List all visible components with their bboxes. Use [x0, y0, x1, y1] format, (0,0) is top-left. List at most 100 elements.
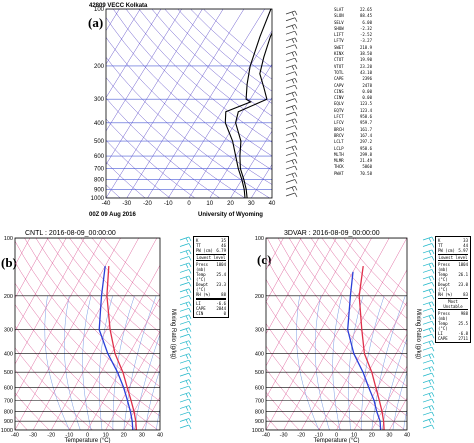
index-key: CAPV: [334, 82, 344, 88]
c-wind-barb: [422, 236, 435, 243]
c-wind-barb: [422, 307, 435, 313]
box-row: LI -6.8: [438, 331, 468, 336]
c-wind-barb: [422, 405, 435, 411]
index-key: CINV: [334, 95, 344, 101]
a-x-tick: 30: [248, 201, 255, 207]
index-value: 959.7: [359, 120, 372, 126]
box-key: CAPE: [438, 336, 448, 341]
b-wind-barb: [179, 236, 192, 243]
a-dry-adiabat: [164, 9, 272, 104]
b-y-tick: 100: [4, 236, 13, 242]
b-profile-0: [106, 266, 138, 430]
a-y-tick: 500: [94, 139, 105, 145]
index-key: PWAT: [334, 170, 344, 176]
c-moist-adiabat: [332, 295, 343, 430]
box-value: -6.8: [458, 331, 468, 336]
index-row: CTOT 19.90: [334, 57, 372, 63]
a-dry-adiabat: [106, 118, 196, 198]
panel-c-label: (c): [257, 252, 272, 267]
index-value: 123.5: [359, 101, 372, 107]
a-y-tick: 800: [94, 178, 105, 184]
a-y-tick: 1000: [91, 196, 105, 202]
a-y-tick: 200: [94, 64, 105, 70]
b-isotherm: [69, 264, 160, 430]
a-wind-barb: [285, 24, 298, 30]
b-y-tick: 1000: [1, 428, 13, 434]
c-x-tick: 40: [404, 433, 410, 439]
b-wind-barb: [179, 424, 192, 430]
index-key: LIFT: [334, 32, 344, 38]
a-isotherm: [147, 9, 265, 198]
index-key: LCLP: [334, 145, 344, 151]
b-moist-adiabat: [82, 295, 92, 430]
c-dry-adiabat: [266, 345, 342, 430]
index-key: CAPE: [334, 76, 344, 82]
b-dry-adiabat: [24, 238, 160, 388]
panel-title: 3DVAR : 2016-08-09_00:00:00: [284, 230, 380, 237]
b-dry-adiabat: [35, 238, 160, 373]
index-row: CINS 0.00: [334, 89, 372, 95]
sounding-indices: SLAT 22.65 SLON 88.45 SELV 6.00 SHOW -2.32 LIFT -…: [334, 7, 372, 177]
a-wind-barb: [285, 91, 298, 98]
index-value: 5860: [362, 164, 372, 170]
a-wind-barb: [285, 71, 298, 76]
index-row: LFCV 959.7: [334, 120, 372, 126]
a-dry-adiabat: [106, 97, 220, 198]
index-key: KINX: [334, 51, 344, 57]
b-isotherm: [141, 396, 160, 430]
c-x-tick: -10: [315, 433, 323, 439]
a-wind-barb: [285, 51, 298, 57]
index-row: SLON 88.45: [334, 13, 372, 19]
c-dry-adiabat: [266, 300, 384, 430]
box-key: Temp (°C): [196, 272, 206, 282]
box-value: 2711: [458, 336, 468, 341]
a-isotherm: [0, 9, 99, 198]
box-key: K: [438, 238, 441, 243]
a-dry-adiabat: [190, 9, 272, 80]
box-value: 5.97: [458, 248, 468, 253]
a-wind-barb: [285, 158, 298, 165]
c-moist-adiabat: [314, 295, 330, 430]
index-value: 0.00: [362, 95, 372, 101]
a-wind-barb: [285, 37, 298, 44]
b-wind-barb: [179, 243, 192, 248]
b-dry-adiabat: [15, 392, 50, 430]
a-wind-barb: [285, 57, 298, 63]
a-x-tick: -40: [102, 201, 111, 207]
c-isotherm: [237, 238, 248, 430]
index-row: PWAT 70.58: [334, 171, 372, 177]
b-dry-adiabat: [69, 238, 160, 333]
b-isotherm: [105, 330, 160, 430]
index-row: EQTV 123.4: [334, 108, 372, 114]
a-isotherm: [126, 9, 245, 198]
box-key: Temp (°C): [438, 321, 448, 331]
c-frame: [265, 237, 408, 431]
a-wind-barb: [285, 132, 298, 138]
box-row: RH (%) 83: [438, 292, 468, 297]
a-wind-barb: [285, 145, 298, 151]
box-divider: [196, 298, 226, 300]
box-key: Press (mb): [438, 262, 451, 272]
b-y-tick: 900: [4, 419, 13, 425]
c-isotherm: [301, 238, 407, 430]
index-key: LFCT: [334, 114, 344, 120]
b-wind-barb: [179, 346, 192, 352]
box-row: Press (mb) 1004: [438, 262, 468, 272]
box-row: TT 46: [196, 243, 226, 248]
b-x-tick: -20: [47, 433, 55, 439]
index-value: 88.45: [359, 13, 372, 19]
b-y-tick: 600: [4, 385, 13, 391]
box-value: 1004: [216, 262, 226, 267]
mixing-ratio-label: Mixing Ratio (g/kg): [415, 309, 421, 359]
c-wind-barb: [422, 288, 435, 295]
b-wind-barb: [179, 398, 192, 404]
a-wind-barb: [285, 192, 298, 198]
index-row: CINV 0.00: [334, 95, 372, 101]
c-isotherm: [266, 238, 319, 335]
index-key: EQTV: [334, 107, 344, 113]
c-y-tick: 700: [255, 398, 264, 404]
a-wind-barb: [285, 152, 298, 157]
b-x-tick: -10: [65, 433, 73, 439]
box-key: TT: [196, 243, 201, 248]
